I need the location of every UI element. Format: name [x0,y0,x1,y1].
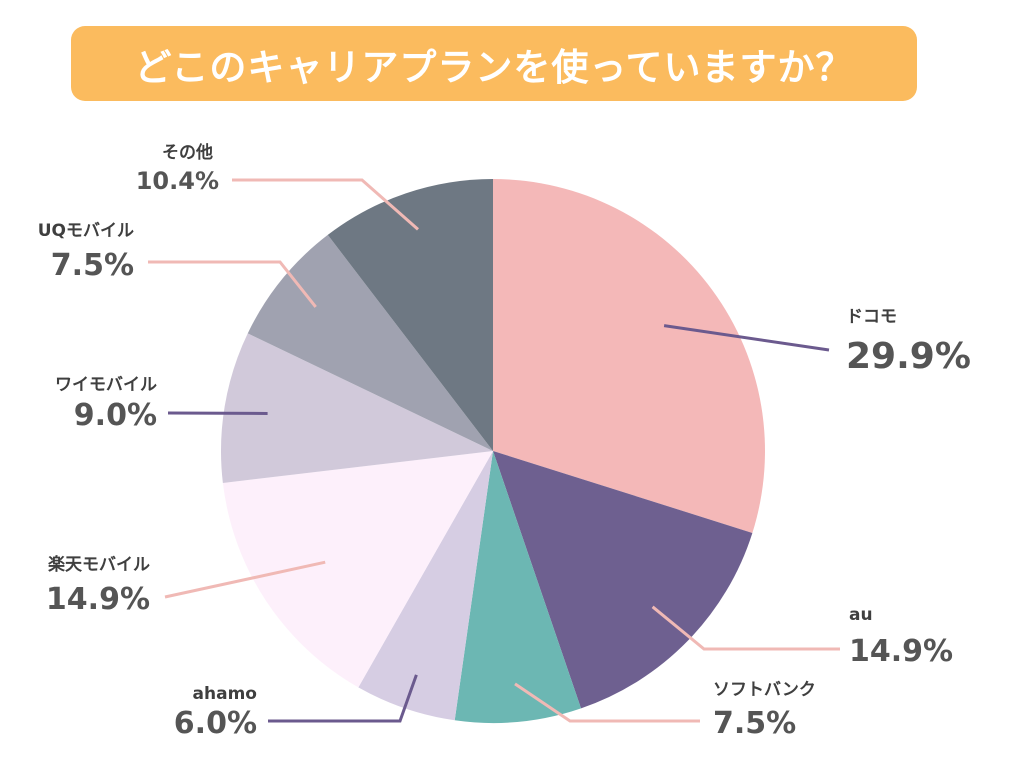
slice-value-softbank: 7.5% [713,706,796,741]
leader-line-docomo [663,324,830,352]
slice-value-rakuten: 14.9% [46,582,150,617]
leader-line-softbank [514,682,700,723]
leader-line-uq [148,260,317,308]
slice-value-au: 14.9% [849,634,953,669]
slice-label-docomo: ドコモ [846,307,897,327]
label-softbank: ソフトバンク 7.5% [713,680,816,741]
leader-lines [148,178,840,723]
pie-slice-rakuten [222,451,493,688]
pie-slice-softbank [454,451,582,723]
slice-value-ymobile: 9.0% [74,398,157,433]
slice-value-ahamo: 6.0% [174,706,257,741]
slice-value-other: 10.4% [136,167,219,195]
chart-title: どこのキャリアプランを使っていますか？ [134,45,854,89]
slice-label-other: その他 [162,142,213,163]
pie-slice-uq [247,234,493,451]
pie-slice-ahamo [358,451,493,721]
title-banner: どこのキャリアプランを使っていますか？ [71,26,917,101]
leader-line-ymobile [167,411,268,415]
label-ymobile: ワイモバイル 9.0% [55,375,157,433]
slice-label-au: au [849,605,873,625]
pie-slices [220,179,765,723]
slice-label-uq: UQモバイル [38,221,134,241]
label-other: その他 10.4% [136,142,219,195]
leader-line-ahamo [268,674,418,723]
pie-slice-other [327,179,493,451]
leader-line-au [651,605,840,651]
slice-label-ymobile: ワイモバイル [55,375,157,395]
leader-line-rakuten [164,560,326,599]
slice-label-ahamo: ahamo [193,684,257,704]
pie-slice-ymobile [220,333,493,483]
label-docomo: ドコモ 29.9% [846,307,971,377]
slice-value-uq: 7.5% [51,248,134,283]
slice-value-docomo: 29.9% [846,336,971,377]
label-au: au 14.9% [849,605,953,669]
leader-line-other [232,178,419,231]
label-ahamo: ahamo 6.0% [174,684,257,741]
label-rakuten: 楽天モバイル 14.9% [46,554,150,617]
pie-slice-au [493,451,753,709]
slice-label-softbank: ソフトバンク [713,680,816,700]
label-uq: UQモバイル 7.5% [38,221,134,283]
slice-label-rakuten: 楽天モバイル [48,554,150,575]
pie-slice-docomo [493,179,765,533]
